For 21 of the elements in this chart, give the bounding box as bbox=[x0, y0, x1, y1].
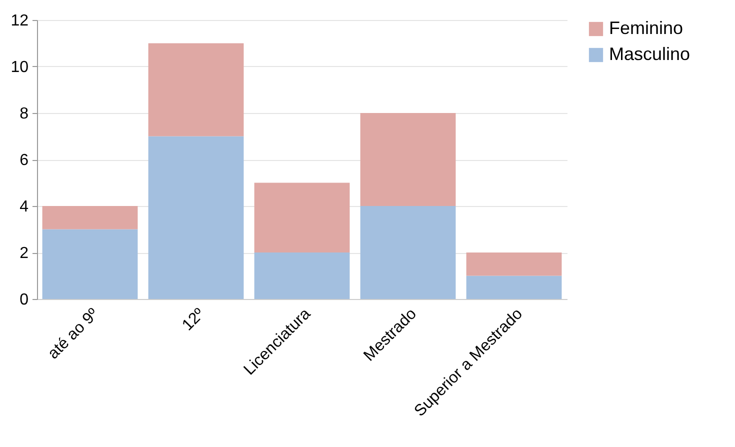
legend-label: Feminino bbox=[609, 18, 684, 38]
bar bbox=[42, 229, 138, 299]
bar bbox=[254, 252, 350, 299]
bar bbox=[466, 252, 562, 276]
y-tick-label: 2 bbox=[20, 245, 29, 262]
bar bbox=[360, 206, 456, 299]
y-tick-label: 12 bbox=[10, 12, 29, 30]
bar bbox=[360, 113, 456, 206]
bar bbox=[148, 136, 244, 299]
y-tick-label: 8 bbox=[20, 106, 29, 122]
y-tick-label: 4 bbox=[20, 198, 29, 216]
bar bbox=[42, 206, 138, 230]
bar bbox=[466, 276, 562, 299]
x-tick-label: até ao 9º bbox=[44, 305, 102, 363]
y-tick-label: 0 bbox=[20, 292, 29, 308]
y-tick-label: 10 bbox=[10, 59, 29, 76]
x-tick-label: 12º bbox=[179, 305, 208, 334]
legend-label: Masculino bbox=[609, 44, 690, 64]
bar bbox=[148, 43, 244, 136]
bar bbox=[254, 182, 350, 252]
y-tick-label: 6 bbox=[20, 152, 29, 169]
